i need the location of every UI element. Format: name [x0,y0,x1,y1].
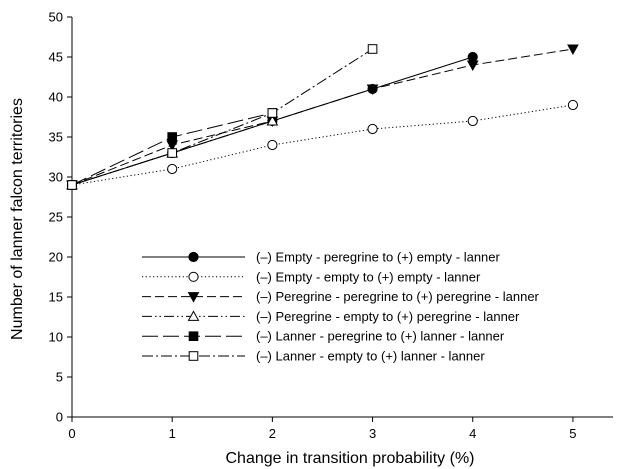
data-point-filled-triangle-down [187,292,200,303]
data-point-filled-square [167,132,177,142]
series-line [71,48,574,186]
legend: (–) Empty - peregrine to (+) empty - lan… [142,250,540,364]
data-point-open-circle [267,139,278,151]
legend-item: (–) Lanner - empty to (+) lanner - lanne… [142,349,485,364]
series-1 [66,99,579,191]
x-tick-label: 1 [169,426,176,441]
x-tick-label: 5 [569,426,576,441]
legend-item: (–) Empty - peregrine to (+) empty - lan… [142,250,501,265]
legend-item: (–) Peregrine - empty to (+) peregrine -… [142,309,520,324]
legend-label: (–) Empty - peregrine to (+) empty - lan… [256,250,501,265]
data-point-open-circle [188,271,199,282]
legend-label: (–) Empty - empty to (+) empty - lanner [256,269,481,284]
y-tick-label: 20 [49,250,63,265]
x-tick-label: 4 [469,426,476,441]
y-tick-label: 30 [49,170,63,185]
data-point-open-square [267,108,278,118]
data-point-filled-triangle-down [567,44,579,56]
x-tick-label: 3 [369,426,376,441]
data-point-open-circle [567,99,579,111]
y-tick-label: 45 [49,50,63,65]
legend-label: (–) Peregrine - empty to (+) peregrine -… [256,309,520,324]
legend-label: (–) Peregrine - peregrine to (+) peregri… [256,289,540,304]
series-line [71,48,373,186]
y-tick-label: 50 [49,10,63,25]
legend-label: (–) Lanner - empty to (+) lanner - lanne… [256,349,485,364]
legend-item: (–) Peregrine - peregrine to (+) peregri… [142,289,540,304]
series-2 [66,44,579,192]
data-point-filled-triangle-down [466,60,479,72]
data-point-open-square [67,180,77,190]
series-layer [66,44,579,192]
data-point-filled-square [188,331,199,341]
series-5 [67,44,378,190]
y-tick-label: 35 [49,130,63,145]
x-axis-title: Change in transition probability (%) [225,450,474,467]
y-axis-title: Number of lanner falcon territories [9,98,26,340]
y-tick-label: 40 [49,90,63,105]
legend-label: (–) Lanner - peregrine to (+) lanner - l… [256,329,505,344]
data-point-filled-circle [188,251,199,263]
legend-item: (–) Empty - empty to (+) empty - lanner [142,269,481,284]
legend-item: (–) Lanner - peregrine to (+) lanner - l… [142,329,505,344]
series-line [71,104,574,186]
data-point-open-circle [367,123,378,135]
data-point-filled-triangle-down [366,84,379,96]
series-line [71,120,273,186]
data-point-filled-circle [467,51,478,63]
y-tick-label: 25 [49,210,63,225]
y-tick-label: 15 [49,290,63,305]
y-tick-label: 5 [56,370,63,385]
y-tick-label: 10 [49,330,63,345]
x-tick-label: 0 [68,426,75,441]
data-point-open-square [367,44,378,54]
data-point-open-triangle-up [187,310,200,321]
data-point-open-square [188,351,199,361]
data-point-open-square [167,148,177,158]
x-tick-label: 2 [269,426,276,441]
data-point-open-circle [467,115,478,127]
data-point-open-circle [167,163,178,175]
data-point-open-triangle-up [266,114,279,126]
y-tick-label: 0 [56,410,63,425]
